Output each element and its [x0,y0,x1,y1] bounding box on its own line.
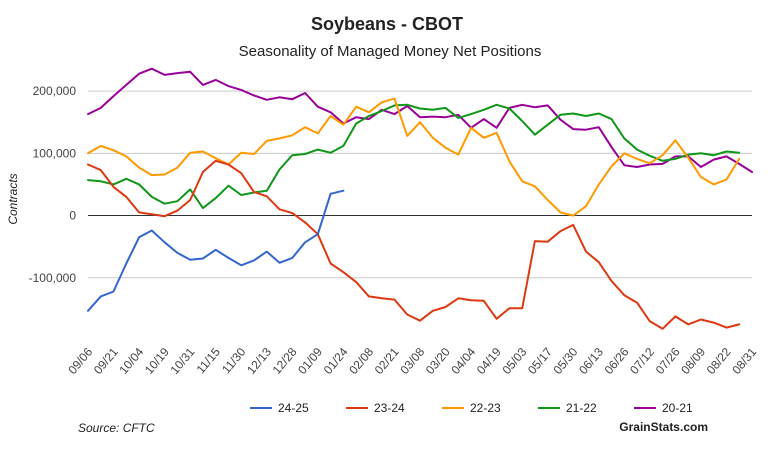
legend-label-24-25: 24-25 [278,401,309,415]
series-line-23-24 [87,159,741,330]
x-tick-label: 01/09 [295,345,325,377]
x-tick-label: 12/28 [270,345,300,377]
legend-label-22-23: 22-23 [470,401,501,415]
x-tick-label: 12/13 [244,345,274,377]
x-tick-label: 10/04 [116,345,146,377]
legend-label-21-22: 21-22 [566,401,597,415]
x-tick-label: 05/17 [525,345,555,377]
x-tick-label: 04/04 [448,345,478,377]
x-tick-label: 03/20 [423,345,453,377]
chart-title: Soybeans - CBOT [311,14,463,34]
legend-label-20-21: 20-21 [662,401,693,415]
x-tick-label: 07/12 [627,345,657,377]
x-tick-label: 07/26 [653,345,683,377]
x-tick-label: 08/31 [729,345,759,377]
y-tick-label: 100,000 [33,146,77,160]
x-tick-label: 01/24 [321,345,351,377]
grid-lines [88,90,752,279]
y-tick-labels: -100,000 0 100,000 200,000 [29,84,77,285]
x-tick-label: 02/08 [346,345,376,377]
y-tick-label: -100,000 [29,271,77,285]
legend: 24-25 23-24 22-23 21-22 20-21 [250,401,693,415]
x-tick-label: 08/09 [678,345,708,377]
x-tick-label: 10/19 [142,345,172,377]
x-tick-labels: 09/0609/2110/0410/1910/3111/1511/3012/13… [65,345,759,377]
y-tick-label: 200,000 [33,84,77,98]
x-tick-label: 03/08 [397,345,427,377]
series-line-24-25 [87,189,345,312]
x-tick-label: 02/21 [372,345,402,377]
series-line-21-22 [87,103,741,210]
x-tick-label: 09/06 [65,345,95,377]
series-line-22-23 [87,97,741,217]
y-axis-label: Contracts [6,173,20,224]
x-tick-label: 09/21 [91,345,121,377]
x-tick-label: 08/22 [704,345,734,377]
legend-label-23-24: 23-24 [374,401,405,415]
x-tick-label: 06/26 [602,345,632,377]
x-tick-label: 11/30 [219,345,249,377]
series-line-20-21 [87,67,753,173]
x-tick-label: 05/30 [551,345,581,377]
y-tick-label: 0 [69,209,76,223]
chart-subtitle: Seasonality of Managed Money Net Positio… [239,43,542,60]
x-tick-label: 05/03 [499,345,529,377]
source-note: Source: CFTC [78,421,155,435]
x-tick-label: 10/31 [167,345,197,377]
brand-label: GrainStats.com [619,420,708,434]
x-tick-label: 11/15 [194,345,224,377]
x-tick-label: 04/19 [474,345,504,377]
series-lines [87,67,753,330]
x-tick-label: 06/13 [576,345,606,377]
